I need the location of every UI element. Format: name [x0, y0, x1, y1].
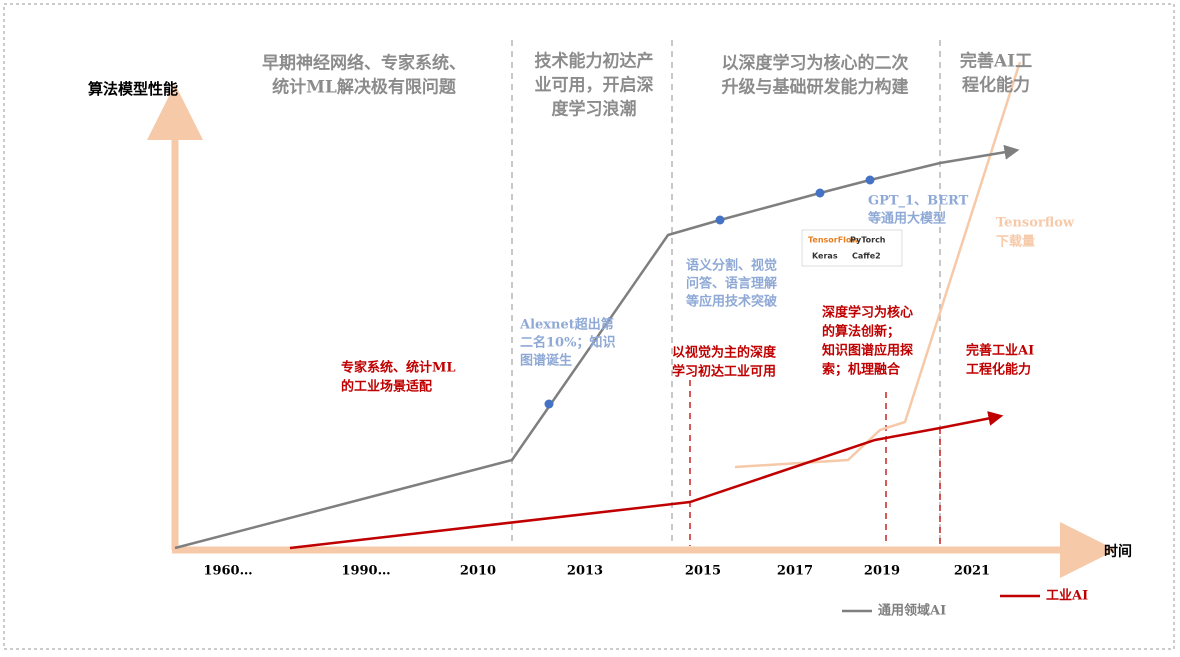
phase-title: 以深度学习为核心的二次: [722, 53, 909, 74]
general-note: 等通用大模型: [867, 211, 946, 227]
logo: TensorFlow: [808, 236, 859, 245]
industrial-note: 完善工业AI: [966, 343, 1034, 359]
industrial-note: 深度学习为核心: [822, 305, 913, 321]
x-label: 2010: [460, 564, 496, 579]
x-label: 2013: [567, 564, 603, 579]
industrial-note: 学习初达工业可用: [672, 364, 776, 380]
x-label: 2015: [685, 564, 721, 579]
x-label: 2017: [777, 564, 813, 579]
logo: Caffe2: [852, 252, 881, 261]
industrial-note: 的工业场景适配: [341, 379, 432, 395]
general-note: 语义分割、视觉: [686, 258, 777, 274]
general-ai-line: [174, 144, 1020, 550]
phase-title: 业可用，开启深: [535, 75, 654, 96]
phase-title: 统计ML解决极有限问题: [272, 77, 457, 98]
industrial-note: 工程化能力: [966, 362, 1031, 378]
phase-title: 升级与基础研发能力构建: [722, 77, 909, 98]
frame: [3, 3, 1175, 650]
x-axis-label: 时间: [1104, 543, 1132, 560]
industrial-note: 索；机理融合: [822, 362, 901, 378]
industrial-note: 专家系统、统计ML: [341, 360, 456, 376]
tensorflow-note: Tensorflow: [996, 216, 1075, 231]
phase-title: 技术能力初达产: [535, 51, 654, 72]
industrial-note: 以视觉为主的深度: [672, 345, 777, 361]
legend-label: 工业AI: [1046, 588, 1088, 604]
general-note: GPT_1、BERT: [868, 194, 969, 209]
x-label: 1990…: [341, 564, 390, 579]
industrial-dividers: [689, 380, 941, 546]
general-note: 等应用技术突破: [685, 294, 777, 310]
phase-title: 程化能力: [962, 75, 1030, 96]
x-label: 1960…: [203, 564, 252, 579]
industrial-note: 的算法创新；: [822, 324, 900, 340]
phase-title: 度学习浪潮: [552, 99, 637, 120]
phase-title: 完善AI工: [960, 51, 1032, 72]
x-label: 2021: [954, 564, 990, 579]
industrial-note: 知识图谱应用探: [822, 343, 913, 359]
logo-box: [801, 229, 903, 267]
logo: Keras: [812, 252, 838, 261]
phase-title: 早期神经网络、专家系统、: [262, 53, 466, 74]
x-label: 2019: [864, 564, 900, 579]
milestones: [544, 175, 875, 409]
y-axis-label: 算法模型性能: [88, 80, 178, 98]
general-note: Alexnet超出第: [519, 317, 614, 333]
legend-label: 通用领域AI: [878, 603, 946, 619]
logo: PyTorch: [850, 236, 886, 245]
general-note: 问答、语言理解: [686, 276, 777, 292]
industrial-ai-line: [289, 411, 1004, 550]
general-note: 二名10%；知识: [520, 335, 615, 351]
general-note: 图谱诞生: [520, 353, 572, 369]
tensorflow-note: 下载量: [996, 234, 1035, 250]
